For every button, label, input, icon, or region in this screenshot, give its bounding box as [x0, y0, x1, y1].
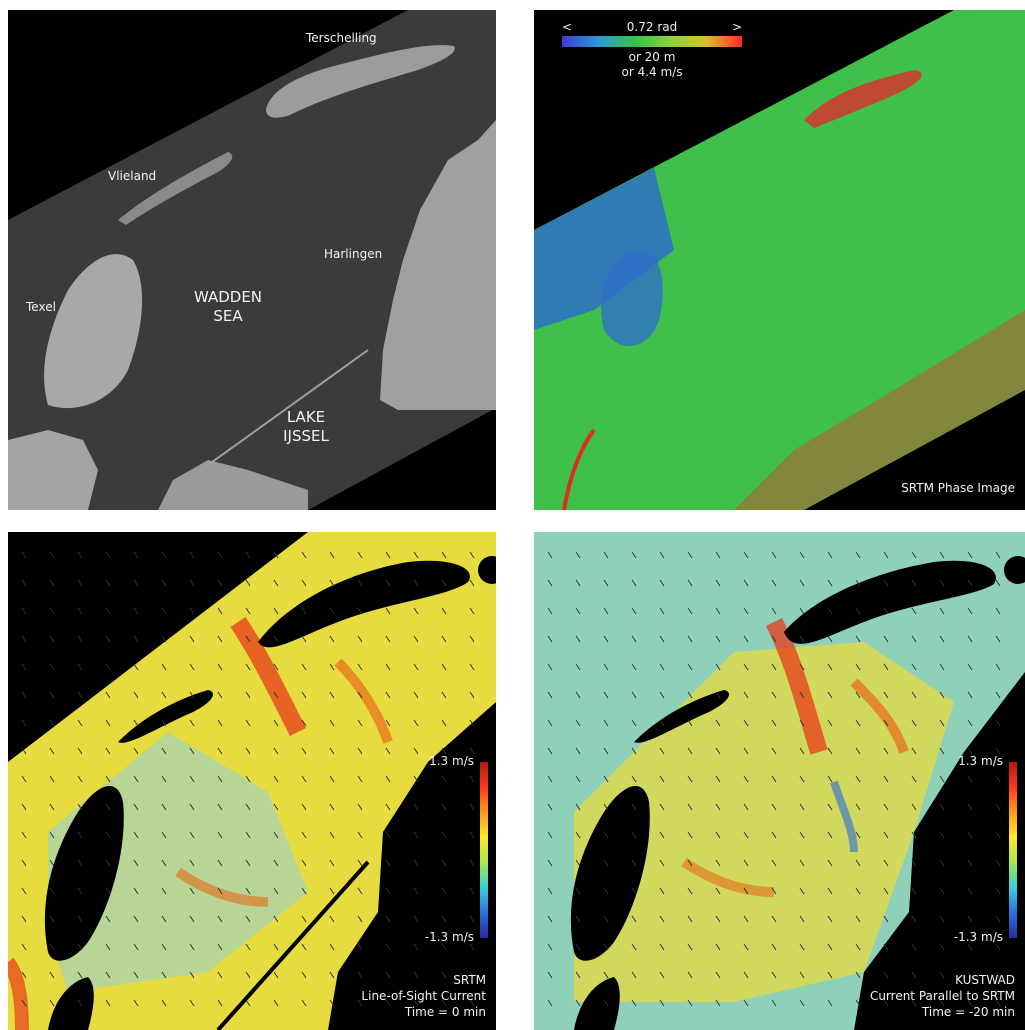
legend-line3: or 4.4 m/s: [621, 65, 683, 79]
colorbar-max: 1.3 m/s: [958, 754, 1003, 768]
srtm-current-panel: 1.3 m/s -1.3 m/s SRTM Line-of-Sight Curr…: [8, 532, 496, 1030]
legend-value: 0.72 rad: [626, 20, 678, 34]
legend-line2: or 20 m: [628, 50, 676, 64]
kustwad-caption: KUSTWAD Current Parallel to SRTM Time = …: [870, 972, 1015, 1020]
label-lake-ijssel: LAKE IJSSEL: [266, 408, 346, 446]
label-harlingen: Harlingen: [324, 247, 383, 261]
colorbar-min: -1.3 m/s: [424, 930, 474, 944]
phase-image-panel: < 0.72 rad > or 20 m or 4.4 m/s SRTM Pha…: [534, 10, 1025, 510]
colorbar-max: 1.3 m/s: [429, 754, 474, 768]
caption-line-3: Time = 0 min: [404, 1005, 486, 1019]
caption-line-2: Current Parallel to SRTM: [869, 989, 1015, 1003]
label-lake: LAKE: [286, 408, 326, 426]
caption-line-2: Line-of-Sight Current: [361, 989, 486, 1003]
phase-colorbar: [562, 36, 742, 47]
kustwad-current-map: [534, 532, 1025, 1030]
label-terschelling: Terschelling: [306, 31, 377, 45]
colorbar-gradient: [1009, 762, 1017, 938]
label-texel: Texel: [26, 300, 56, 314]
kustwad-colorbar: 1.3 m/s -1.3 m/s: [937, 750, 1017, 950]
caption-line-3: Time = -20 min: [921, 1005, 1015, 1019]
sar-image-panel: Terschelling Vlieland Harlingen Texel WA…: [8, 10, 496, 510]
caption-line-1: SRTM: [453, 973, 486, 987]
phase-legend: < 0.72 rad > or 20 m or 4.4 m/s: [562, 20, 742, 80]
srtm-caption: SRTM Line-of-Sight Current Time = 0 min: [361, 972, 486, 1020]
legend-right-arrow: >: [731, 20, 742, 34]
colorbar-gradient: [480, 762, 488, 938]
kustwad-current-panel: 1.3 m/s -1.3 m/s KUSTWAD Current Paralle…: [534, 532, 1025, 1030]
label-sea: SEA: [213, 307, 243, 325]
label-ijssel: IJSSEL: [283, 427, 329, 445]
current-vectors: [547, 551, 1001, 1007]
current-vectors: [21, 551, 475, 1007]
legend-left-arrow: <: [562, 20, 573, 34]
label-wadden: WADDEN: [193, 288, 263, 306]
phase-caption: SRTM Phase Image: [901, 481, 1015, 495]
srtm-current-map: [8, 532, 496, 1030]
phase-image: [534, 10, 1025, 510]
caption-line-1: KUSTWAD: [955, 973, 1015, 987]
colorbar-min: -1.3 m/s: [953, 930, 1003, 944]
label-vlieland: Vlieland: [108, 169, 157, 183]
srtm-colorbar: 1.3 m/s -1.3 m/s: [408, 750, 488, 950]
label-wadden-sea: WADDEN SEA: [193, 288, 263, 326]
sar-image: [8, 10, 496, 510]
